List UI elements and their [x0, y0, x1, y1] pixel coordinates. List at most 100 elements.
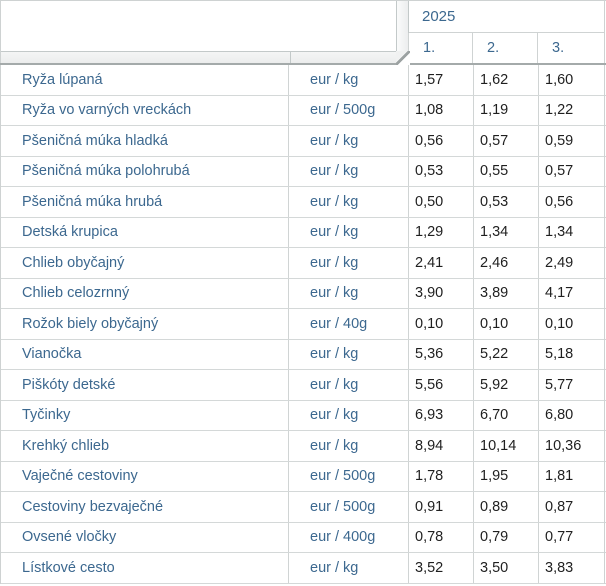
table-right-border [604, 0, 605, 584]
price-value: 3,90 [415, 285, 444, 302]
table-row: Rožok biely obyčajný eur / 40g 0,10 0,10… [0, 309, 606, 340]
product-unit: eur / kg [289, 400, 409, 431]
product-unit: eur / 500g [289, 492, 409, 522]
table-row: Cestoviny bezvaječné eur / 500g 0,91 0,8… [0, 492, 606, 523]
price-value: 10,36 [538, 431, 604, 461]
price-value: 0,59 [538, 126, 604, 156]
month-header-3-label: 3. [552, 40, 565, 56]
table-row: Chlieb obyčajný eur / kg 2,41 2,46 2,49 [0, 248, 606, 279]
price-value: 1,62 [473, 65, 538, 95]
price-value: 0,53 [415, 163, 444, 180]
product-unit: eur / 400g [289, 522, 409, 553]
pivot-fold-horizontal-bar-units[interactable] [290, 51, 396, 63]
price-value: 1,95 [473, 461, 538, 492]
price-value: 0,77 [538, 522, 604, 553]
product-name: Cestoviny bezvaječné [0, 492, 289, 522]
table-row: Ovsené vločky eur / 400g 0,78 0,79 0,77 [0, 522, 606, 554]
product-name: Chlieb obyčajný [0, 248, 289, 278]
product-name: Rožok biely obyčajný [0, 309, 289, 339]
price-value: 1,34 [538, 217, 604, 248]
price-value: 4,17 [538, 278, 604, 309]
pivot-fold-vertical-bar[interactable] [396, 0, 409, 51]
month-header-2-label: 2. [487, 40, 500, 56]
price-value: 0,57 [473, 126, 538, 156]
price-value: 1,78 [415, 468, 444, 485]
price-value: 1,34 [473, 217, 538, 248]
price-value: 0,55 [473, 156, 538, 187]
product-name: Ryža vo varných vreckách [0, 95, 289, 126]
product-unit: eur / kg [289, 187, 409, 217]
product-unit: eur / 40g [289, 309, 409, 339]
price-value: 5,22 [473, 339, 538, 370]
product-name: Pšeničná múka polohrubá [0, 156, 289, 187]
price-value: 3,52 [415, 560, 444, 576]
product-name: Krehký chlieb [0, 431, 289, 461]
price-value: 2,46 [473, 248, 538, 278]
price-value: 1,29 [415, 224, 444, 241]
price-value: 0,78 [415, 529, 444, 546]
price-value: 1,08 [415, 102, 444, 119]
table-row: Ryža vo varných vreckách eur / 500g 1,08… [0, 95, 606, 127]
price-value: 0,79 [473, 522, 538, 553]
month-header-1-label: 1. [423, 40, 436, 56]
price-value: 6,93 [415, 407, 444, 424]
price-value: 3,83 [538, 553, 604, 583]
pivot-fold-horizontal-bar-products[interactable] [0, 51, 290, 63]
price-value: 0,56 [538, 187, 604, 217]
price-value: 1,81 [538, 461, 604, 492]
price-value: 2,49 [538, 248, 604, 278]
year-header-cell[interactable]: 2025 [409, 0, 604, 33]
month-header-3[interactable]: 3. [537, 33, 603, 63]
pivot-fold-corner [396, 51, 410, 65]
price-value: 1,22 [538, 95, 604, 126]
product-name: Vianočka [0, 339, 289, 370]
product-name: Ovsené vločky [0, 522, 289, 553]
table-row: Tyčinky eur / kg 6,93 6,70 6,80 [0, 400, 606, 432]
price-value: 6,70 [473, 400, 538, 431]
price-value: 0,91 [415, 498, 444, 515]
month-header-1[interactable]: 1. [408, 33, 472, 63]
price-value: 0,89 [473, 492, 538, 522]
product-unit: eur / kg [289, 156, 409, 187]
table-row: Pšeničná múka hrubá eur / kg 0,50 0,53 0… [0, 187, 606, 218]
product-unit: eur / kg [289, 126, 409, 156]
price-value: 2,41 [415, 254, 444, 271]
table-row: Vianočka eur / kg 5,36 5,22 5,18 [0, 339, 606, 371]
month-header-2[interactable]: 2. [472, 33, 537, 63]
price-value: 0,50 [415, 193, 444, 210]
year-header-label: 2025 [422, 7, 456, 25]
table-row: Detská krupica eur / kg 1,29 1,34 1,34 [0, 217, 606, 249]
table-row: Krehký chlieb eur / kg 8,94 10,14 10,36 [0, 431, 606, 462]
price-value: 1,19 [473, 95, 538, 126]
price-value: 0,10 [473, 309, 538, 339]
price-value: 0,57 [538, 156, 604, 187]
table-row: Vaječné cestoviny eur / 500g 1,78 1,95 1… [0, 461, 606, 493]
month-header-row: 1. 2. 3. [408, 33, 604, 63]
table-row: Pšeničná múka polohrubá eur / kg 0,53 0,… [0, 156, 606, 188]
product-name: Lístkové cesto [0, 553, 289, 583]
price-value: 5,56 [415, 376, 444, 393]
product-name: Chlieb celozrnný [0, 278, 289, 309]
price-value: 0,10 [538, 309, 604, 339]
product-name: Piškóty detské [0, 370, 289, 400]
product-unit: eur / kg [289, 339, 409, 370]
price-value: 0,53 [473, 187, 538, 217]
product-unit: eur / kg [289, 553, 409, 583]
table-row: Lístkové cesto eur / kg 3,52 3,50 3,83 [0, 553, 606, 584]
product-unit: eur / kg [289, 431, 409, 461]
price-value: 0,87 [538, 492, 604, 522]
price-value: 3,89 [473, 278, 538, 309]
table-row: Piškóty detské eur / kg 5,56 5,92 5,77 [0, 370, 606, 401]
price-value: 3,50 [473, 553, 538, 583]
product-unit: eur / kg [289, 278, 409, 309]
product-name: Pšeničná múka hladká [0, 126, 289, 156]
product-name: Ryža lúpaná [0, 65, 289, 95]
product-name: Vaječné cestoviny [0, 461, 289, 492]
table-row: Ryža lúpaná eur / kg 1,57 1,62 1,60 [0, 65, 606, 96]
product-unit: eur / kg [289, 370, 409, 400]
price-value: 0,10 [415, 315, 444, 332]
price-value: 8,94 [415, 437, 444, 454]
header-underline [0, 63, 606, 65]
product-unit: eur / 500g [289, 461, 409, 492]
product-unit: eur / 500g [289, 95, 409, 126]
